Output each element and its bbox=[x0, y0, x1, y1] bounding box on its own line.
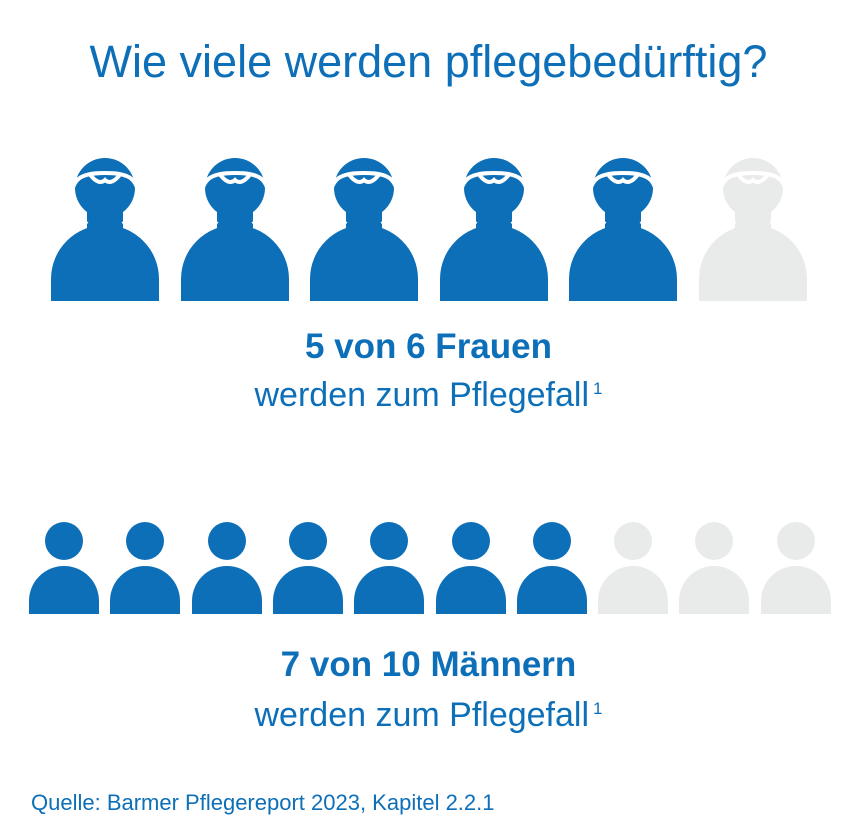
woman-person-icon bbox=[569, 158, 677, 301]
men-icon-row bbox=[0, 522, 857, 617]
man-person-icon bbox=[435, 522, 506, 614]
man-person-icon bbox=[29, 522, 99, 614]
men-headline: 7 von 10 Männern bbox=[280, 645, 577, 684]
man-person-icon bbox=[679, 522, 750, 614]
men-footnote-marker: 1 bbox=[593, 699, 603, 718]
man-person-icon bbox=[598, 522, 669, 614]
man-person-icon bbox=[272, 522, 343, 614]
woman-person-icon bbox=[439, 158, 548, 301]
man-person-icon bbox=[516, 522, 587, 614]
woman-person-icon bbox=[51, 158, 159, 301]
women-subline: werden zum Pflegefall 1 bbox=[0, 373, 857, 417]
women-subline-text: werden zum Pflegefall bbox=[254, 376, 590, 414]
men-subline-text: werden zum Pflegefall bbox=[254, 696, 590, 734]
woman-person-icon bbox=[180, 158, 289, 301]
man-person-icon bbox=[354, 522, 425, 614]
women-footnote-marker: 1 bbox=[593, 379, 603, 398]
man-person-icon bbox=[191, 522, 262, 614]
women-icon-row bbox=[0, 158, 857, 303]
man-person-icon bbox=[760, 522, 831, 614]
source-note: Quelle: Barmer Pflegereport 2023, Kapite… bbox=[31, 790, 495, 815]
men-subline: werden zum Pflegefall 1 bbox=[0, 693, 857, 737]
woman-person-icon bbox=[698, 158, 807, 301]
woman-person-icon bbox=[310, 158, 418, 301]
man-person-icon bbox=[110, 522, 181, 614]
women-headline: 5 von 6 Frauen bbox=[304, 327, 553, 366]
page-title: Wie viele werden pflegebedürftig? bbox=[89, 36, 768, 87]
